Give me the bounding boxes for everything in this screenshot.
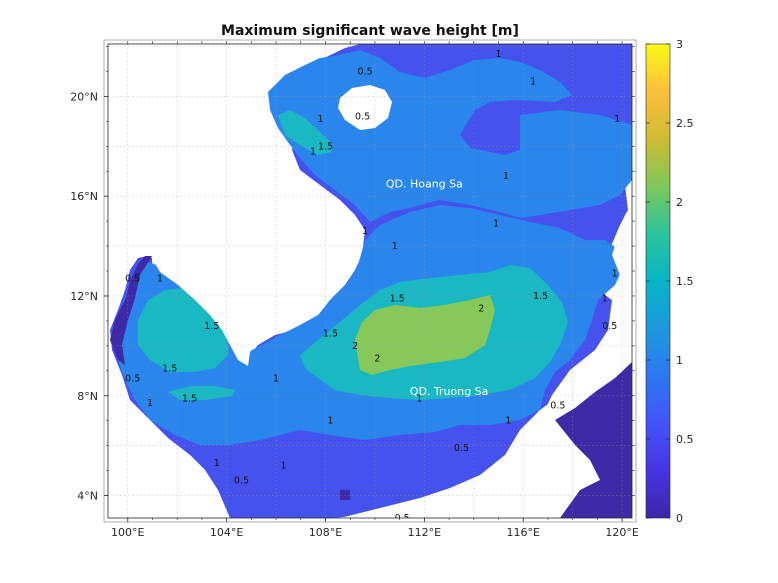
- contour-label: 1: [157, 274, 163, 285]
- x-tick-label: 112°E: [408, 526, 441, 539]
- island-east: [340, 490, 350, 500]
- land-borneo: [340, 335, 632, 518]
- island-spratly: [375, 359, 381, 365]
- contour-label: 1: [318, 114, 324, 125]
- contour-label: 1: [310, 146, 316, 157]
- contour-label: 2: [374, 353, 380, 364]
- x-tick-label: 108°E: [309, 526, 342, 539]
- contour-label: 1.5: [182, 393, 197, 404]
- contour-label: 1: [280, 461, 286, 472]
- x-tick-label: 100°E: [111, 526, 144, 539]
- colorbar-tick-label: 1: [676, 354, 683, 367]
- contour-label: 1.5: [162, 363, 177, 374]
- contour-label: 1: [530, 76, 536, 87]
- contour-label: 1: [147, 398, 153, 409]
- contour-label: 0.5: [125, 274, 140, 285]
- contour-label: 0.5: [125, 373, 140, 384]
- contour-label: 1.5: [318, 141, 333, 152]
- contour-label: 1: [503, 171, 509, 182]
- contour-label: 0.5: [395, 513, 410, 524]
- contour-label: 1: [362, 226, 368, 237]
- contour-label: 1: [214, 458, 220, 469]
- chart-title: Maximum significant wave height [m]: [221, 23, 519, 39]
- contour-label: 1: [612, 269, 618, 280]
- place-labels: QD. Hoang Sa QD. Truong Sa: [386, 178, 489, 398]
- contour-label: 1.5: [204, 321, 219, 332]
- contour-label: 2: [478, 303, 484, 314]
- contour-label: 0.5: [358, 66, 373, 77]
- contour-label: 1: [496, 49, 502, 60]
- contour-label: 1.5: [323, 328, 338, 339]
- contour-label: 1: [493, 219, 499, 230]
- land-indochina: [108, 44, 360, 366]
- contour-label: 2: [352, 341, 358, 352]
- contour-label: 1: [505, 416, 511, 427]
- place-label: QD. Hoang Sa: [386, 178, 463, 191]
- sea-level-0-coast-gulf: [110, 256, 152, 365]
- axes-inner-frame: [103, 39, 637, 523]
- y-tick-label: 4°N: [77, 490, 98, 503]
- contour-labels: 11111111111111111111.51.51.51.51.51.51.5…: [125, 49, 620, 524]
- grid-lines: [108, 44, 632, 518]
- x-tick-label: 120°E: [605, 526, 638, 539]
- colorbar-tick-label: 0.5: [676, 433, 694, 446]
- land-malay-peninsula: [108, 392, 225, 518]
- y-tick-label: 8°N: [77, 390, 98, 403]
- y-tick-label: 12°N: [70, 290, 98, 303]
- colorbar-tick-label: 2.5: [676, 117, 694, 130]
- contour-label: 0.5: [454, 443, 469, 454]
- sea-level-2-core: [355, 295, 495, 375]
- contour-label: 1: [392, 241, 398, 252]
- contour-label: 1: [416, 393, 422, 404]
- contour-label: 0.5: [355, 111, 370, 122]
- x-axis-ticks: 100°E 104°E 108°E 112°E 116°E 120°E: [111, 41, 639, 539]
- place-label: QD. Truong Sa: [410, 385, 489, 398]
- x-tick-label: 116°E: [507, 526, 540, 539]
- colorbar-tick-label: 0: [676, 512, 683, 525]
- sea-level-1-5-north: [278, 110, 332, 155]
- contour-label: 1: [273, 373, 279, 384]
- contour-label: 0.5: [602, 321, 617, 332]
- wave-field: [108, 44, 632, 518]
- contour-label: 1.5: [390, 293, 405, 304]
- contour-label: 0.5: [550, 401, 565, 412]
- sea-level-1-5-south: [168, 386, 235, 400]
- contour-label: 1: [614, 114, 620, 125]
- land-hainan: [338, 85, 392, 130]
- y-tick-label: 16°N: [70, 190, 98, 203]
- y-tick-label: 20°N: [70, 90, 98, 103]
- colorbar-tick-label: 2: [676, 196, 683, 209]
- axes-frame: [107, 43, 633, 519]
- y-axis-ticks: 4°N 8°N 12°N 16°N 20°N: [70, 46, 635, 503]
- contour-label: 1: [327, 416, 333, 427]
- contour-label: 1: [602, 293, 608, 304]
- contour-label: 1.5: [533, 291, 548, 302]
- x-tick-label: 104°E: [210, 526, 243, 539]
- sea-level-0-coast-borneo: [555, 362, 632, 518]
- contour-label: 0.5: [234, 476, 249, 487]
- colorbar-tick-label: 3: [676, 38, 683, 51]
- colorbar-ticks: 0 0.5 1 1.5 2 2.5 3: [646, 38, 694, 525]
- colorbar-tick-label: 1.5: [676, 275, 694, 288]
